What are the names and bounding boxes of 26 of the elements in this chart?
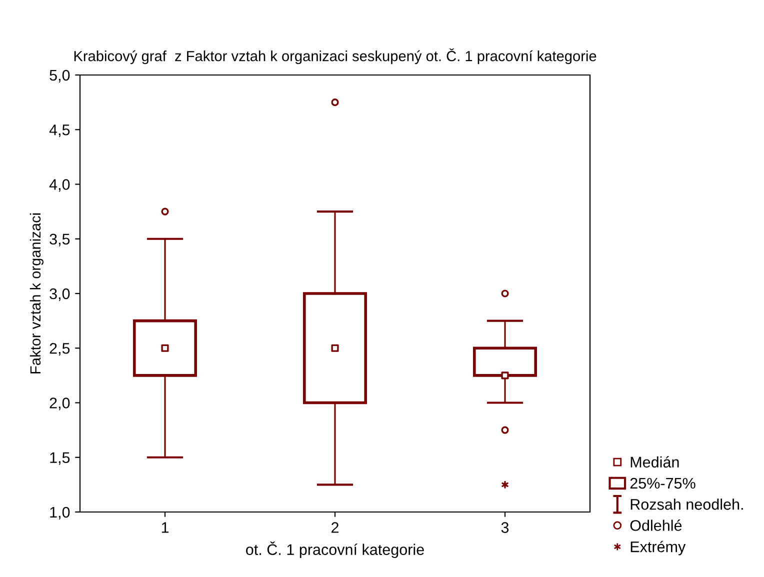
point (161, 208, 169, 216)
point (331, 344, 339, 352)
x-axis-title: ot. Č. 1 pracovní kategorie (246, 542, 424, 558)
point (161, 344, 169, 352)
legend-label: Medián (630, 456, 679, 468)
y-tick-label: 1,0 (50, 506, 70, 520)
y-tick-label: 2,5 (50, 342, 70, 356)
y-tick-label: 4,5 (49, 124, 70, 138)
y-tick-label: 3,0 (50, 288, 70, 301)
point (501, 372, 509, 380)
legend-label: Rozsah neodleh. (630, 498, 743, 510)
y-tick-label: 3,5 (50, 234, 70, 246)
legend-label: Odlehlé (630, 520, 682, 531)
point (501, 290, 509, 298)
x-tick-label: 2 (332, 522, 338, 533)
legend-label: Extrémy (630, 540, 686, 556)
chart-title: Krabicový graf z Faktor vztah k organizaci seskupený ot. Č. 1 pracovní kategorie (74, 48, 596, 64)
point (331, 98, 339, 106)
y-tick-label: 4,0 (49, 179, 70, 192)
legend-label: 25%-75% (630, 478, 696, 489)
y-tick-label: 5,0 (50, 70, 70, 82)
y-tick-label: 1,5 (50, 452, 70, 465)
y-axis-title: Faktor vztah k organizaci (30, 213, 44, 374)
x-tick-label: 1 (162, 522, 169, 533)
x-tick-label: 3 (501, 522, 509, 533)
y-tick-label: 2,0 (50, 398, 70, 410)
